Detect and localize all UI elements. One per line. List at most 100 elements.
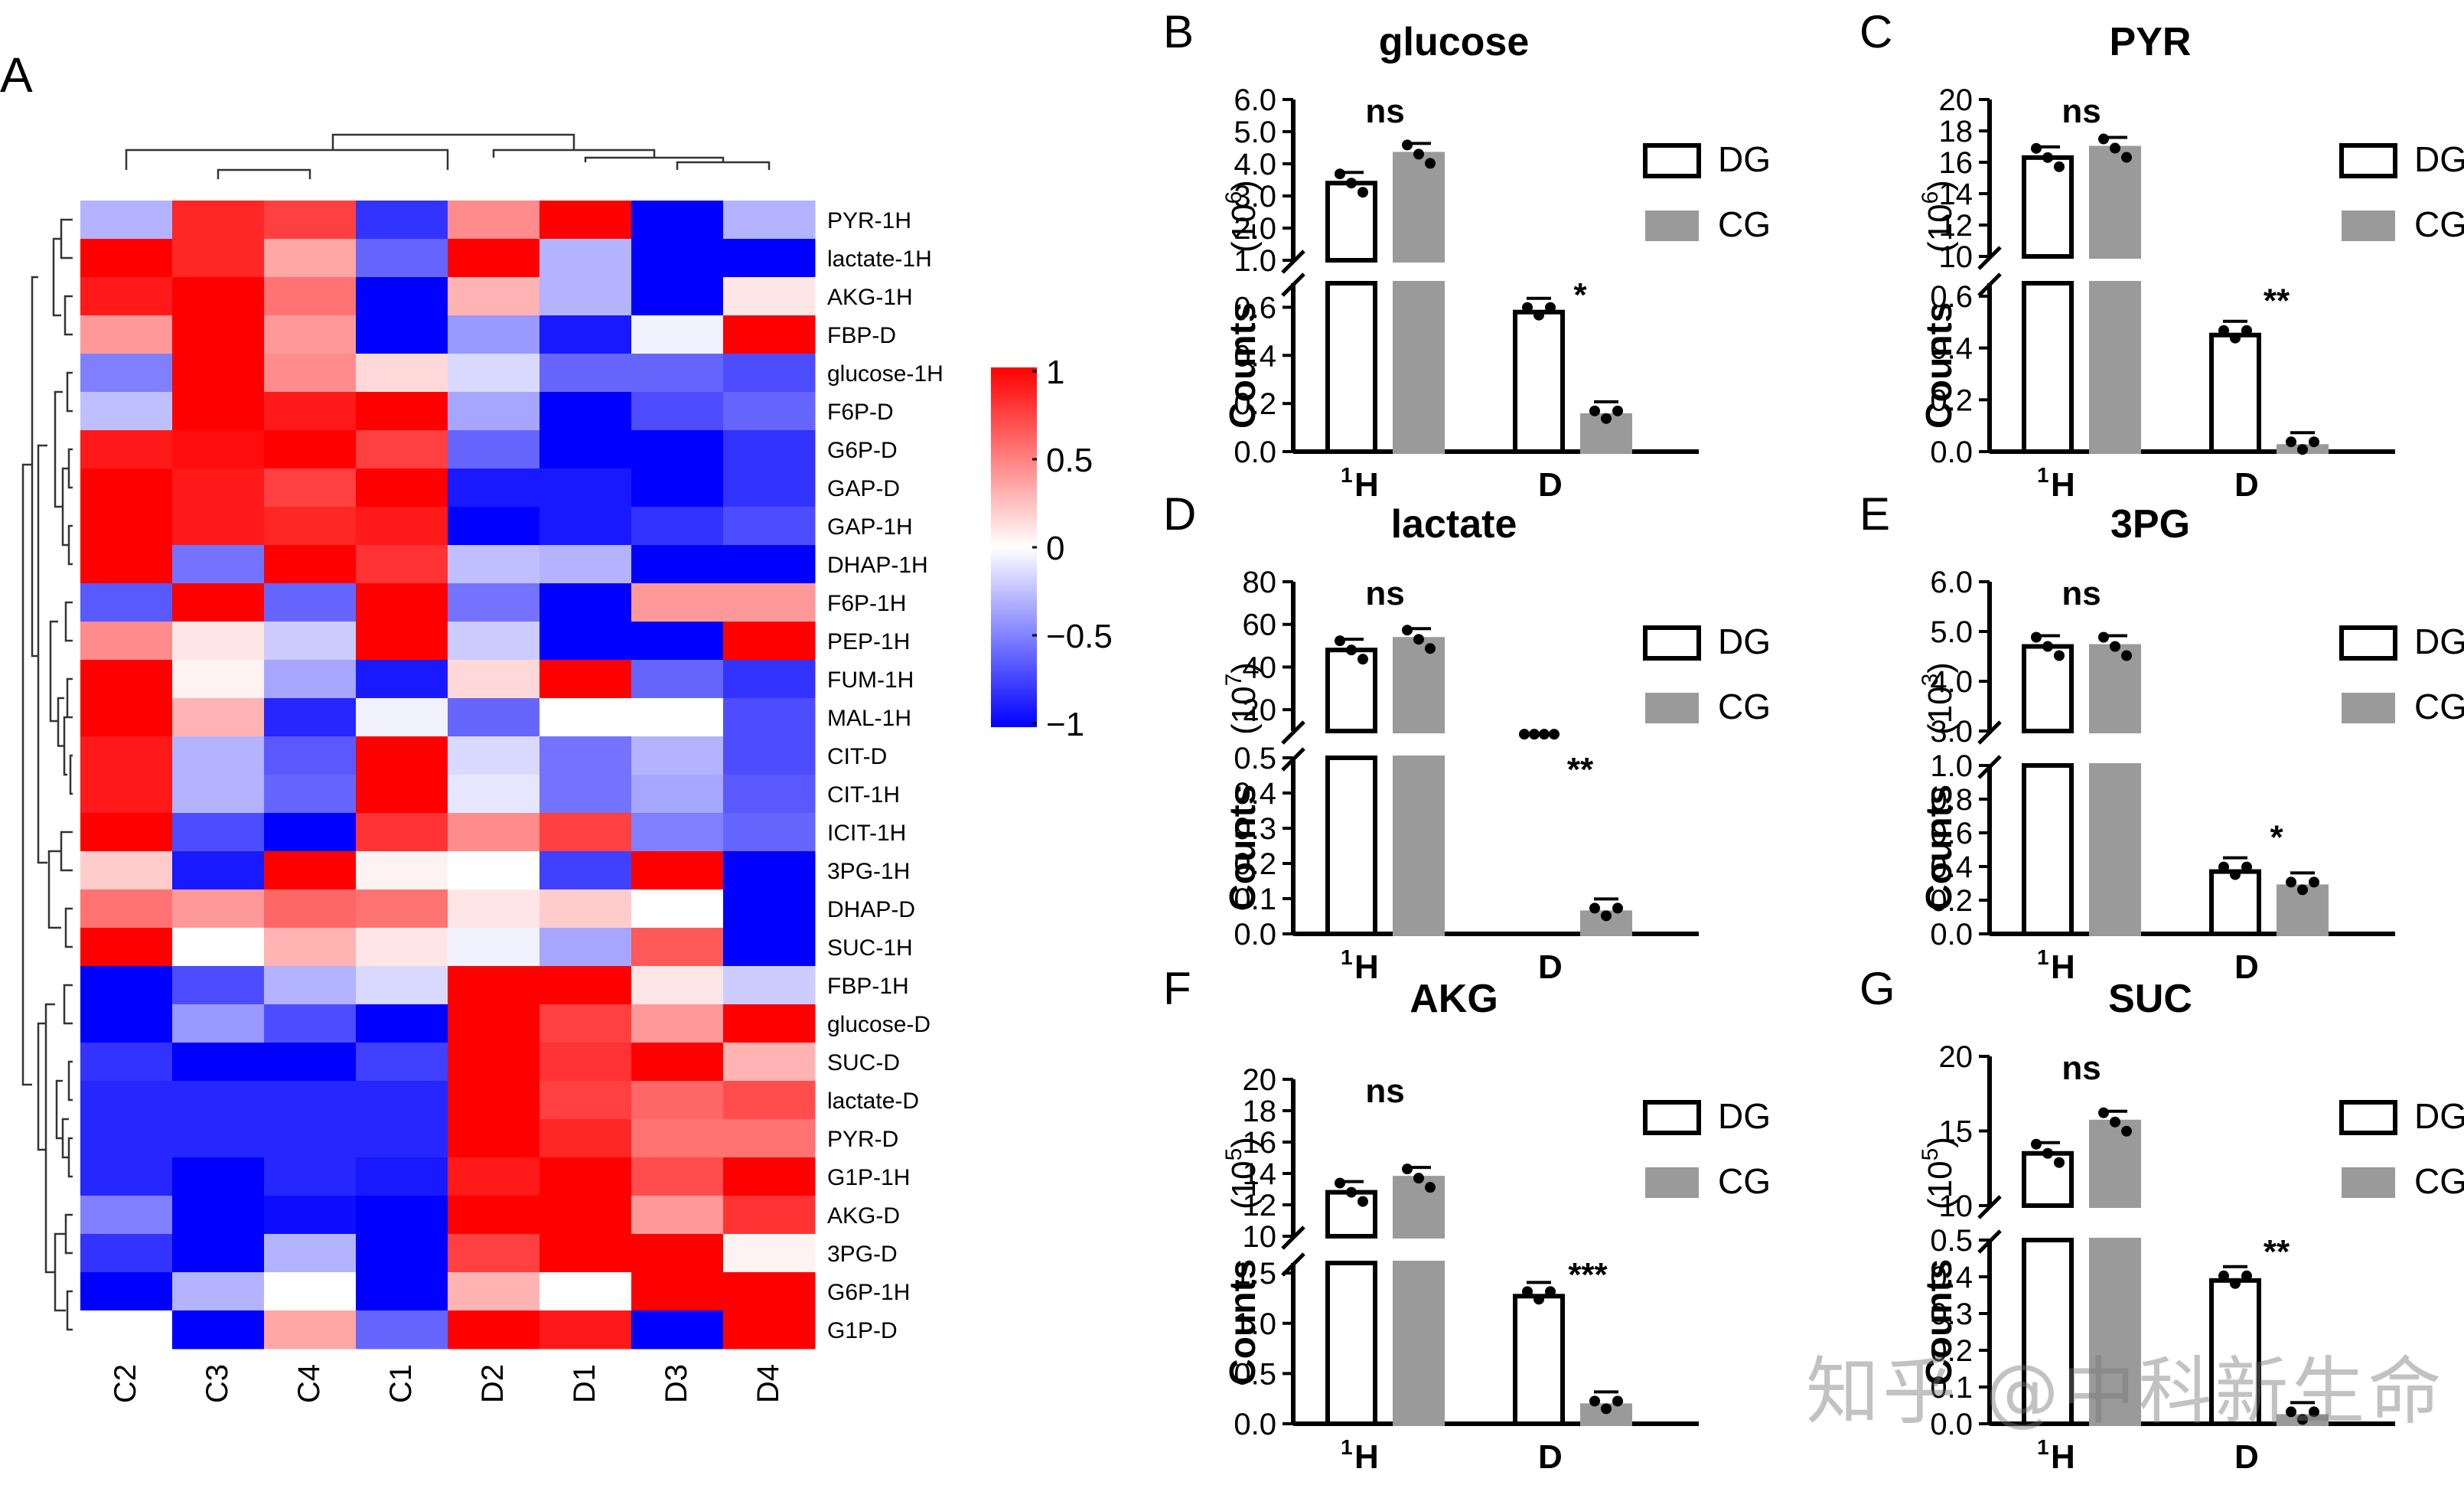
y-axis-label: Counts <box>1223 1259 1263 1385</box>
legend-label: CG <box>1718 204 1771 244</box>
data-point <box>1545 1286 1556 1297</box>
heatmap-cell <box>80 1081 173 1120</box>
row-dendrogram-branch <box>64 907 73 948</box>
data-point <box>2286 436 2296 448</box>
row-label: DHAP-1H <box>827 553 928 578</box>
colorbar-tick-label: 0.5 <box>1046 442 1093 479</box>
data-point <box>2309 436 2319 448</box>
heatmap-cell <box>172 354 265 393</box>
bar <box>2089 281 2141 454</box>
heatmap-cell <box>172 1004 265 1043</box>
heatmap-cell <box>80 851 173 890</box>
heatmap-cell <box>723 354 816 393</box>
heatmap-cell <box>264 1004 357 1043</box>
y-tick-label: 3.0 <box>1930 715 1973 749</box>
heatmap-cell <box>631 468 724 508</box>
x-tick-superscript: 1 <box>1341 1435 1353 1459</box>
legend-swatch-cg <box>1645 693 1699 723</box>
data-point <box>2297 444 2308 455</box>
heatmap-cell <box>539 430 632 469</box>
heatmap-cell <box>80 622 173 661</box>
heatmap-cell <box>631 622 724 661</box>
y-tick-label: 0.5 <box>1234 742 1276 775</box>
y-tick-label: 4.0 <box>1930 665 1973 699</box>
column-dendrogram-branch <box>125 148 449 170</box>
heatmap-cell <box>631 239 724 278</box>
chart-title: AKG <box>1410 977 1498 1021</box>
data-point <box>1612 902 1623 914</box>
data-point <box>1589 1395 1600 1407</box>
y-tick-label: 1.0 <box>1930 749 1973 783</box>
legend-swatch-dg <box>1643 1100 1701 1135</box>
heatmap-cell <box>356 583 448 622</box>
data-point <box>1522 1286 1533 1297</box>
heatmap-cell <box>80 354 173 393</box>
data-point <box>2098 133 2109 145</box>
bar <box>2022 1238 2074 1426</box>
x-tick-superscript: 1 <box>2037 945 2049 969</box>
heatmap-cell <box>631 851 724 890</box>
y-tick-label: 18 <box>1243 1095 1277 1128</box>
column-label: C1 <box>384 1364 418 1403</box>
heatmap-cell <box>631 1272 724 1311</box>
heatmap-cell <box>539 277 632 316</box>
heatmap-cell <box>723 392 816 431</box>
data-point <box>2218 1270 2229 1281</box>
heatmap-cell <box>80 430 173 469</box>
y-axis-label: Counts <box>1919 302 1960 429</box>
legend-swatch-dg <box>2339 143 2397 178</box>
legend-swatch-cg <box>1645 211 1699 241</box>
y-tick-label: 0.3 <box>1234 812 1276 846</box>
row-label: AKG-1H <box>827 285 913 310</box>
bar <box>2022 763 2074 936</box>
heatmap-cell <box>631 813 724 852</box>
heatmap-cell <box>539 545 632 584</box>
heatmap-cell <box>264 889 357 929</box>
heatmap-cell <box>631 1234 724 1273</box>
heatmap-cell <box>80 1004 173 1043</box>
heatmap-cell <box>539 507 632 546</box>
chart-title: 3PG <box>2110 502 2190 547</box>
heatmap-cell <box>723 201 816 240</box>
heatmap-cell <box>264 315 357 354</box>
heatmap-cell <box>264 277 357 316</box>
x-tick-label: D <box>2234 466 2259 504</box>
heatmap-cell <box>448 660 540 699</box>
data-point <box>2031 632 2042 643</box>
heatmap-cell <box>264 736 357 775</box>
heatmap-cell <box>264 239 357 278</box>
row-dendrogram-branch <box>21 463 32 1086</box>
data-point <box>2297 1414 2308 1425</box>
data-point <box>2218 325 2229 336</box>
data-point <box>1413 1173 1424 1184</box>
data-point <box>1601 413 1612 424</box>
heatmap-cell <box>448 622 540 661</box>
data-point <box>1522 302 1533 313</box>
heatmap-cell <box>172 736 265 775</box>
heatmap-cell <box>356 201 448 240</box>
panel-label: G <box>1859 963 1895 1014</box>
row-dendrogram-branch <box>66 1290 73 1331</box>
data-point <box>2098 1107 2109 1118</box>
heatmap-cell <box>723 239 816 278</box>
colorbar-tick-label: −0.5 <box>1046 618 1113 655</box>
data-point <box>2230 332 2241 344</box>
heatmap-cell <box>356 851 448 890</box>
heatmap-cell <box>80 1310 173 1350</box>
heatmap-cell <box>631 1081 724 1120</box>
heatmap-cell <box>172 315 265 354</box>
heatmap-cell <box>448 1272 540 1311</box>
y-tick-label: 12 <box>1939 209 1973 243</box>
row-dendrogram-branch <box>66 371 73 413</box>
heatmap-cell <box>539 201 632 240</box>
heatmap-cell <box>631 698 724 737</box>
data-point <box>1425 643 1436 654</box>
column-label: D1 <box>568 1364 601 1403</box>
x-tick-label: H <box>1354 466 1379 504</box>
heatmap-cell <box>723 851 816 890</box>
heatmap-cell <box>539 468 632 508</box>
heatmap-cell <box>723 1004 816 1043</box>
row-label: glucose-1H <box>827 361 944 387</box>
y-exponent-power: 3 <box>1918 674 1943 687</box>
y-tick-label: 0.4 <box>1930 332 1973 366</box>
